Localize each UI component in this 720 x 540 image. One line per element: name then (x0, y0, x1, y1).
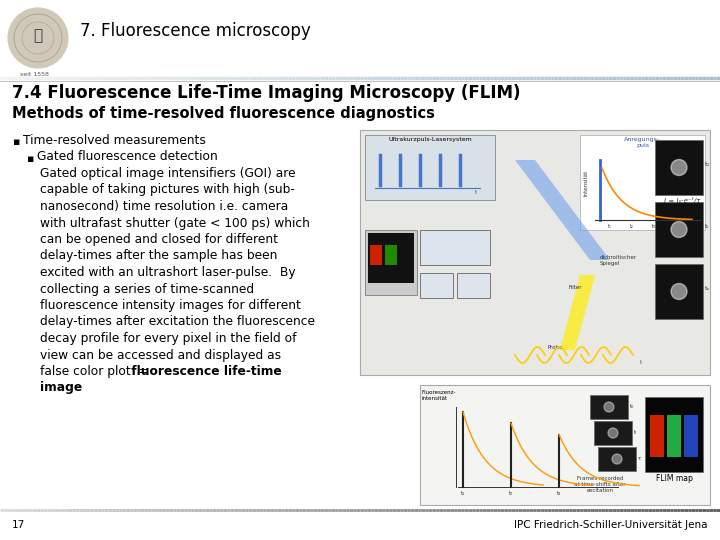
Text: t₁: t₁ (461, 491, 465, 496)
Text: t₄: t₄ (674, 224, 678, 229)
Circle shape (608, 428, 618, 438)
Text: t₃: t₃ (557, 491, 561, 496)
Text: excited with an ultrashort laser-pulse.  By: excited with an ultrashort laser-pulse. … (40, 266, 296, 279)
Bar (420, 385, 710, 505)
Bar (420, 273, 453, 298)
Circle shape (671, 221, 687, 238)
Text: dichroitischer
Spiegel: dichroitischer Spiegel (600, 255, 637, 266)
Circle shape (604, 402, 614, 412)
Text: 7.4 Fluorescence Life-Time Imaging Microscopy (FLIM): 7.4 Fluorescence Life-Time Imaging Micro… (12, 84, 521, 102)
Text: IPC Friedrich-Schiller-Universität Jena: IPC Friedrich-Schiller-Universität Jena (515, 520, 708, 530)
Bar (655, 264, 703, 319)
Text: seit 1558: seit 1558 (20, 72, 49, 77)
Circle shape (671, 159, 687, 176)
Bar (457, 273, 490, 298)
Bar (655, 140, 703, 195)
Text: Fluoreszenz-
intensität: Fluoreszenz- intensität (422, 390, 456, 401)
Text: Time-resolved measurements: Time-resolved measurements (23, 134, 206, 147)
Bar (684, 415, 698, 457)
Text: Ultrakurzpuls-Lasersystem: Ultrakurzpuls-Lasersystem (388, 137, 472, 142)
Bar (368, 233, 414, 283)
Text: t₂: t₂ (630, 224, 634, 229)
Text: Frames recorded
at time-shifts after
excitation: Frames recorded at time-shifts after exc… (575, 476, 626, 493)
Text: Filter: Filter (568, 285, 582, 290)
Text: I = I₀·e⁻ᵗ/τ: I = I₀·e⁻ᵗ/τ (664, 197, 700, 204)
Text: with ultrafast shutter (gate < 100 ps) which: with ultrafast shutter (gate < 100 ps) w… (40, 217, 310, 230)
Text: Methods of time-resolved fluorescence diagnostics: Methods of time-resolved fluorescence di… (12, 106, 435, 121)
Text: t₁: t₁ (608, 224, 612, 229)
Text: 🦅: 🦅 (33, 29, 42, 44)
Text: delay-times after the sample has been: delay-times after the sample has been (40, 249, 277, 262)
Bar (370, 245, 382, 265)
Bar (580, 135, 705, 230)
Text: ▪: ▪ (26, 154, 33, 164)
Text: fluorescence intensity images for different: fluorescence intensity images for differ… (40, 299, 301, 312)
Text: CCD: CCD (428, 278, 444, 284)
Text: t₀: t₀ (705, 162, 710, 167)
Text: decay profile for every pixel in the field of: decay profile for every pixel in the fie… (40, 332, 297, 345)
Text: image: image (40, 381, 82, 395)
Text: Fluoreszenz-
emission: Fluoreszenz- emission (665, 160, 700, 171)
Text: Gated fluorescence detection: Gated fluorescence detection (37, 151, 217, 164)
Bar (590, 395, 628, 419)
Bar (667, 415, 681, 457)
Text: nanosecond) time resolution i.e. camera: nanosecond) time resolution i.e. camera (40, 200, 288, 213)
Text: view can be accessed and displayed as: view can be accessed and displayed as (40, 348, 281, 361)
Text: FLIM map: FLIM map (656, 474, 693, 483)
Bar (645, 397, 703, 472)
Circle shape (671, 284, 687, 300)
Text: Intensität: Intensität (583, 170, 588, 195)
Text: tᵢ: tᵢ (634, 430, 637, 435)
Text: capable of taking pictures with high (sub-: capable of taking pictures with high (su… (40, 184, 295, 197)
Text: t: t (475, 190, 477, 195)
Text: fluorescence life-time: fluorescence life-time (127, 365, 282, 378)
Polygon shape (515, 160, 610, 260)
Circle shape (8, 8, 68, 68)
Text: tᵢ: tᵢ (705, 224, 708, 229)
Text: Zeit: Zeit (691, 222, 702, 227)
Bar (365, 230, 417, 295)
Polygon shape (560, 275, 595, 350)
Bar (594, 421, 632, 445)
Text: delay-times after excitation the fluorescence: delay-times after excitation the fluores… (40, 315, 315, 328)
Text: t₂: t₂ (509, 491, 513, 496)
Text: Probe: Probe (547, 345, 563, 350)
Text: τ: τ (638, 456, 642, 462)
Text: tₙ: tₙ (705, 286, 710, 291)
Bar (650, 415, 664, 457)
Bar (365, 135, 495, 200)
Text: t₀: t₀ (630, 404, 634, 409)
Text: ▪: ▪ (12, 137, 19, 147)
Text: 7. Fluorescence microscopy: 7. Fluorescence microscopy (80, 22, 311, 40)
Bar (420, 230, 490, 265)
Bar (360, 130, 710, 375)
Text: can be opened and closed for different: can be opened and closed for different (40, 233, 278, 246)
Text: collecting a series of time-scanned: collecting a series of time-scanned (40, 282, 254, 295)
Text: t: t (640, 361, 642, 366)
Text: Verzögerungs-
Generator: Verzögerungs- Generator (432, 238, 477, 249)
Bar (598, 447, 636, 471)
Text: Gated optical image intensifiers (GOI) are: Gated optical image intensifiers (GOI) a… (40, 167, 296, 180)
Text: false color plot  =: false color plot = (40, 365, 148, 378)
Bar (655, 202, 703, 257)
Text: t₃: t₃ (652, 224, 656, 229)
Text: GOI: GOI (467, 278, 480, 284)
Circle shape (612, 454, 622, 464)
Text: Anregungs-
puls: Anregungs- puls (624, 137, 660, 148)
Text: 17: 17 (12, 520, 25, 530)
Bar (385, 245, 397, 265)
